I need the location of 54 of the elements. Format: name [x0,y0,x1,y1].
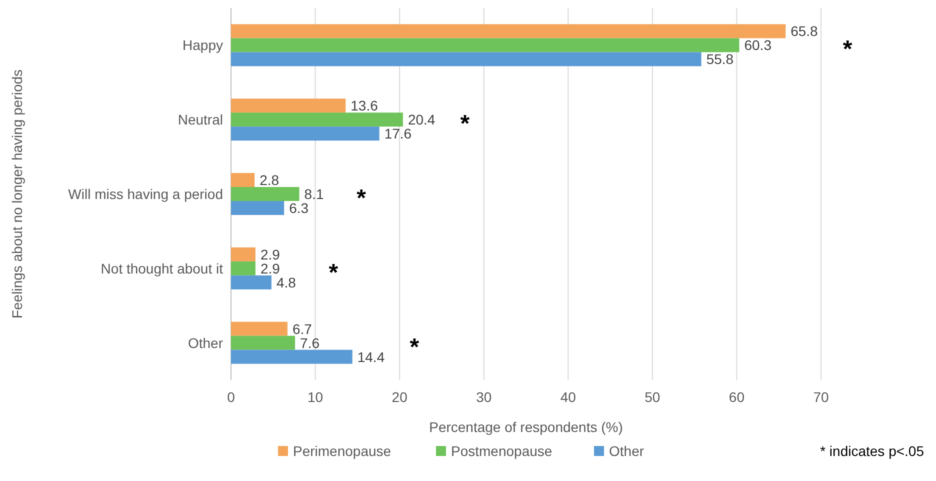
annotation: * [356,185,367,212]
bar [231,201,284,215]
bar [231,350,352,364]
x-tick-label: 60 [728,389,745,405]
y-tick-label: Will miss having a period [68,186,223,202]
x-tick-label: 20 [392,389,408,405]
data-label: 65.8 [790,23,818,40]
x-axis-title: Percentage of respondents (%) [429,419,623,435]
text: * indicates p<.05 [820,443,924,459]
data-label: 14.4 [357,348,385,365]
text: * [842,36,853,64]
bar [231,187,300,201]
legend-label: Other [609,443,644,459]
bar [231,261,256,276]
legend-label: Postmenopause [451,443,552,459]
annotation: * [460,110,470,138]
x-tick-label: 40 [560,389,576,405]
annotation: * [328,259,339,286]
data-label: 2.9 [260,246,280,262]
x-tick-label: 30 [476,389,492,405]
x-tick-label: 10 [307,389,324,405]
bar [231,126,380,141]
y-tick-label: Not thought about it [100,260,224,276]
y-axis-title: Feelings about no longer having periods [9,69,25,319]
x-tick-label: 0 [227,389,236,405]
bar [231,275,272,290]
data-label: 2.8 [260,172,280,188]
bar [231,322,288,336]
y-tick-label: Other [188,334,224,351]
bar [231,98,346,113]
bar [231,112,403,127]
data-label: 4.8 [276,274,296,290]
bar [231,336,296,350]
data-label: 20.4 [408,112,436,128]
data-label: 13.6 [350,98,378,114]
legend-label: Perimenopause [293,443,392,459]
bar [231,38,740,52]
data-label: 6.3 [289,200,309,216]
data-label: 7.6 [300,334,320,351]
y-tick-label: Happy [182,37,223,54]
data-label: 60.3 [744,37,772,54]
bar [231,24,786,38]
data-label: 55.8 [706,51,734,68]
bar [231,52,702,66]
data-label: 6.7 [292,320,312,337]
x-tick-label: 70 [813,389,829,405]
x-tick-label: 50 [644,389,660,405]
data-label: 17.6 [384,126,412,142]
data-label: 2.9 [260,260,280,276]
annotation: * [410,334,420,361]
bar [231,247,256,262]
y-tick-label: Neutral [178,112,223,128]
data-label: 8.1 [304,186,324,202]
bar [231,173,255,187]
